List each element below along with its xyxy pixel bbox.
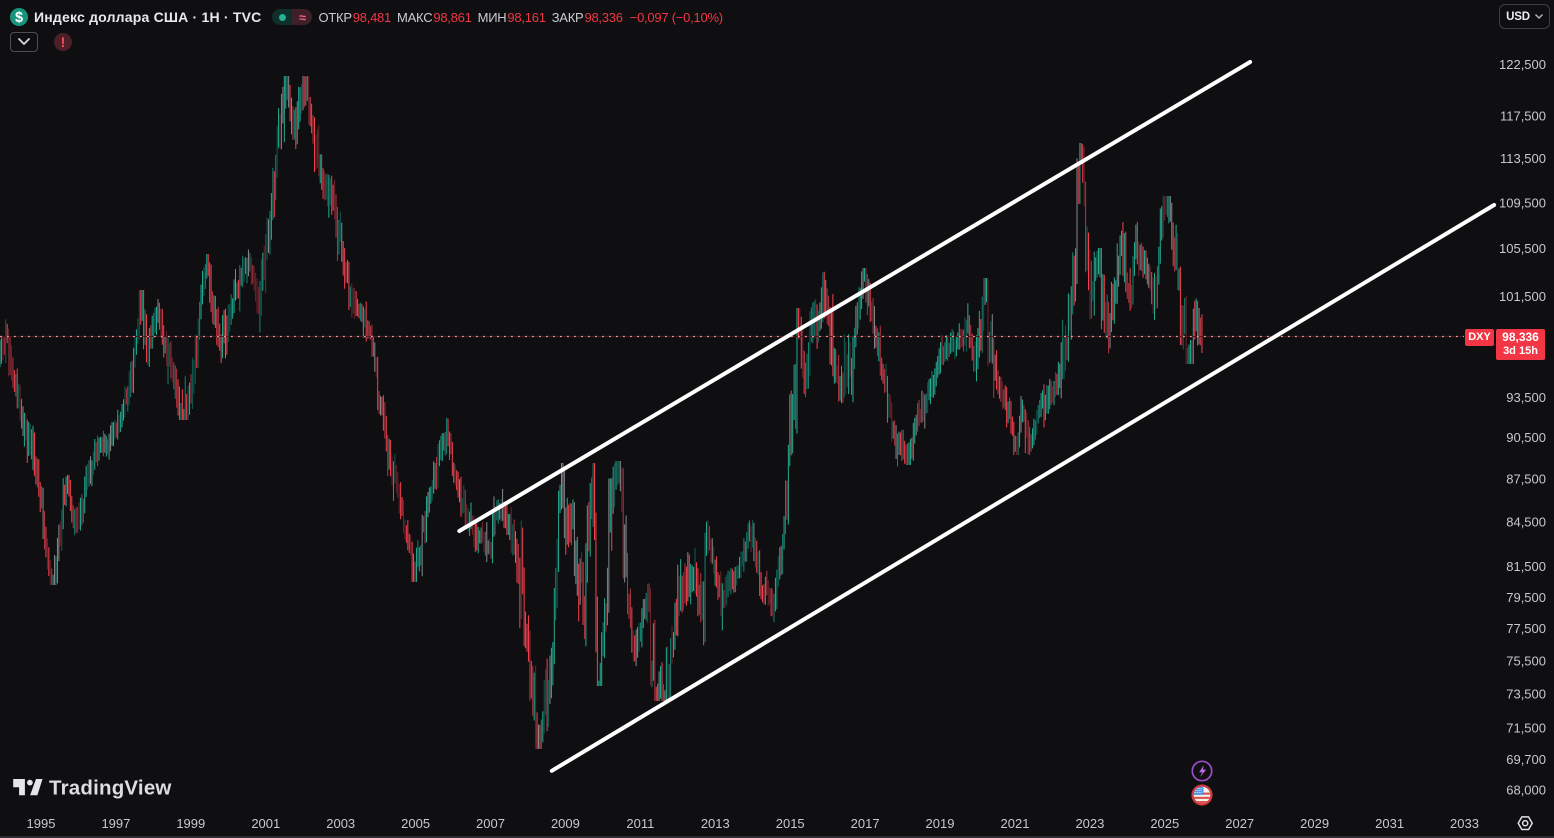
svg-text:2013: 2013 xyxy=(701,816,730,831)
svg-text:73,500: 73,500 xyxy=(1506,687,1546,702)
svg-text:2001: 2001 xyxy=(251,816,280,831)
svg-text:122,500: 122,500 xyxy=(1499,57,1546,72)
svg-text:2023: 2023 xyxy=(1075,816,1104,831)
svg-text:2017: 2017 xyxy=(851,816,880,831)
svg-text:2005: 2005 xyxy=(401,816,430,831)
svg-text:2003: 2003 xyxy=(326,816,355,831)
svg-text:2019: 2019 xyxy=(926,816,955,831)
svg-text:68,000: 68,000 xyxy=(1506,782,1546,797)
svg-text:105,500: 105,500 xyxy=(1499,241,1546,256)
svg-text:113,500: 113,500 xyxy=(1500,151,1546,166)
svg-text:2021: 2021 xyxy=(1001,816,1030,831)
svg-text:81,500: 81,500 xyxy=(1506,559,1546,574)
svg-text:79,500: 79,500 xyxy=(1506,590,1546,605)
svg-text:77,500: 77,500 xyxy=(1506,621,1546,636)
svg-text:90,500: 90,500 xyxy=(1506,430,1546,445)
svg-text:$: $ xyxy=(15,10,23,26)
svg-text:1997: 1997 xyxy=(101,816,130,831)
svg-text:1999: 1999 xyxy=(176,816,205,831)
svg-text:84,500: 84,500 xyxy=(1506,515,1546,530)
svg-text:2027: 2027 xyxy=(1225,816,1254,831)
svg-text:2015: 2015 xyxy=(776,816,805,831)
svg-text:2007: 2007 xyxy=(476,816,505,831)
svg-text:69,700: 69,700 xyxy=(1506,752,1546,767)
svg-text:2033: 2033 xyxy=(1450,816,1479,831)
svg-text:2025: 2025 xyxy=(1150,816,1179,831)
svg-text:87,500: 87,500 xyxy=(1506,472,1546,487)
svg-text:TradingView: TradingView xyxy=(49,777,172,799)
svg-text:101,500: 101,500 xyxy=(1499,289,1546,304)
svg-text:93,500: 93,500 xyxy=(1506,390,1546,405)
svg-text:75,500: 75,500 xyxy=(1506,653,1546,668)
svg-text:1995: 1995 xyxy=(27,816,56,831)
svg-text:71,500: 71,500 xyxy=(1506,721,1546,736)
svg-text:2031: 2031 xyxy=(1375,816,1404,831)
svg-text:2029: 2029 xyxy=(1300,816,1329,831)
svg-text:117,500: 117,500 xyxy=(1500,108,1546,123)
svg-text:2009: 2009 xyxy=(551,816,580,831)
svg-text:109,500: 109,500 xyxy=(1499,195,1546,210)
svg-text:2011: 2011 xyxy=(626,816,654,831)
